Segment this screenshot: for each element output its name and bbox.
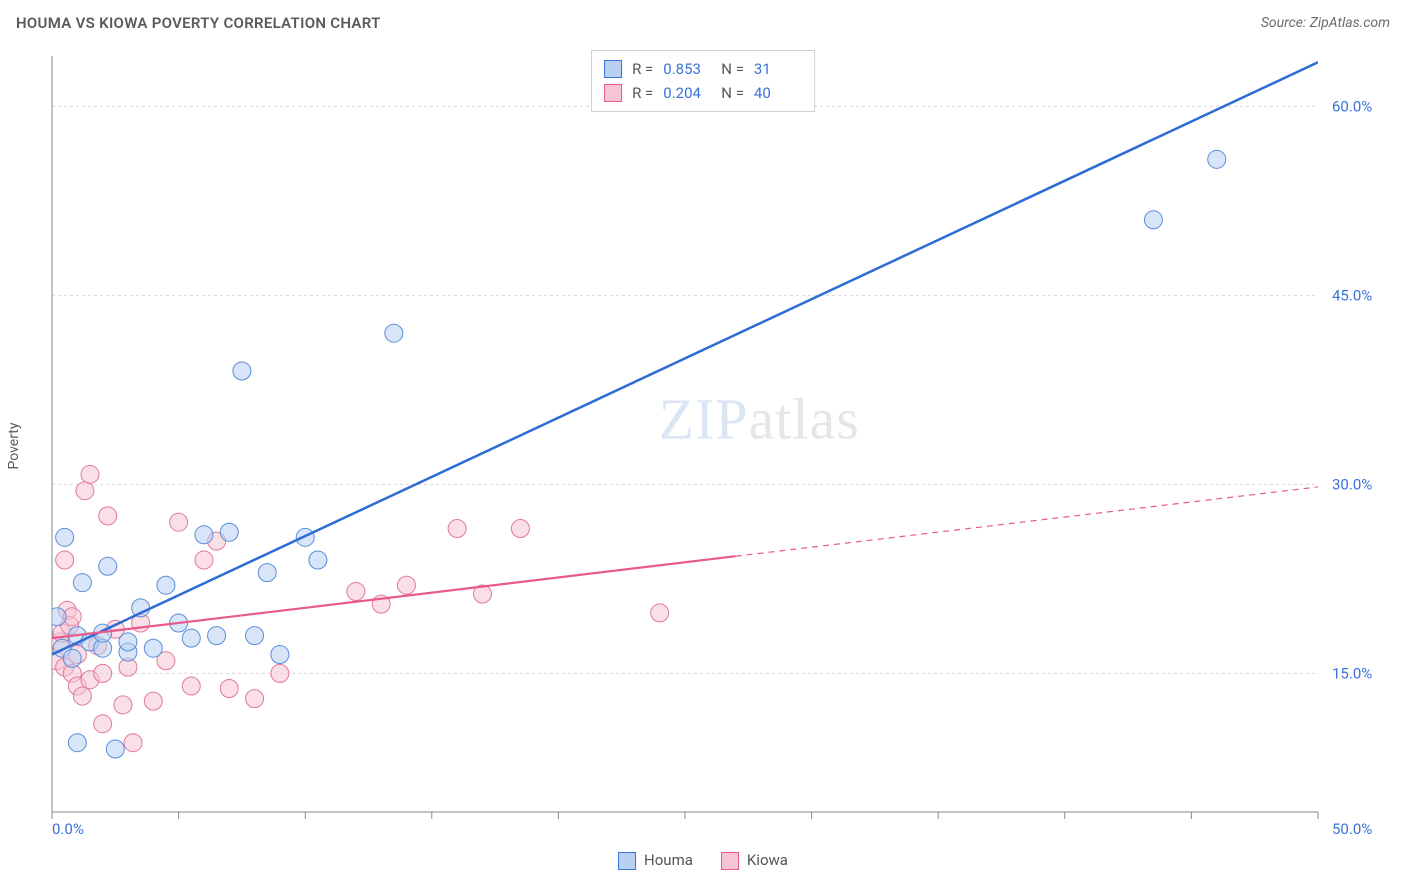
houma-n-value: 31 <box>754 57 802 81</box>
svg-text:50.0%: 50.0% <box>1332 820 1372 838</box>
houma-swatch <box>618 852 636 870</box>
kiowa-label: Kiowa <box>747 851 788 869</box>
kiowa-swatch <box>604 84 622 102</box>
chart-header: HOUMA VS KIOWA POVERTY CORRELATION CHART… <box>16 14 1390 32</box>
y-axis-label: Poverty <box>6 422 22 469</box>
chart-title: HOUMA VS KIOWA POVERTY CORRELATION CHART <box>16 14 381 32</box>
svg-text:60.0%: 60.0% <box>1332 97 1372 115</box>
legend-item-houma: Houma <box>618 851 693 870</box>
legend-row-houma: R = 0.853 N = 31 <box>604 57 802 81</box>
kiowa-swatch <box>721 852 739 870</box>
kiowa-n-value: 40 <box>754 81 802 105</box>
svg-text:0.0%: 0.0% <box>52 820 84 838</box>
houma-label: Houma <box>644 851 693 869</box>
svg-text:45.0%: 45.0% <box>1332 286 1372 304</box>
chart-svg: 15.0% 30.0% 45.0% 60.0% 0.0% 50.0% <box>50 48 1388 842</box>
svg-text:15.0%: 15.0% <box>1332 664 1372 682</box>
legend-row-kiowa: R = 0.204 N = 40 <box>604 81 802 105</box>
legend-item-kiowa: Kiowa <box>721 851 788 870</box>
svg-text:30.0%: 30.0% <box>1332 475 1372 493</box>
kiowa-r-value: 0.204 <box>663 81 711 105</box>
n-label: N = <box>721 57 744 81</box>
houma-swatch <box>604 60 622 78</box>
plot-area: 15.0% 30.0% 45.0% 60.0% 0.0% 50.0% <box>50 48 1388 842</box>
houma-r-value: 0.853 <box>663 57 711 81</box>
series-legend: Houma Kiowa <box>618 851 788 870</box>
r-label: R = <box>632 57 653 81</box>
r-label: R = <box>632 81 653 105</box>
correlation-legend: R = 0.853 N = 31 R = 0.204 N = 40 <box>591 50 815 112</box>
n-label: N = <box>721 81 744 105</box>
source-label: Source: ZipAtlas.com <box>1261 15 1390 31</box>
